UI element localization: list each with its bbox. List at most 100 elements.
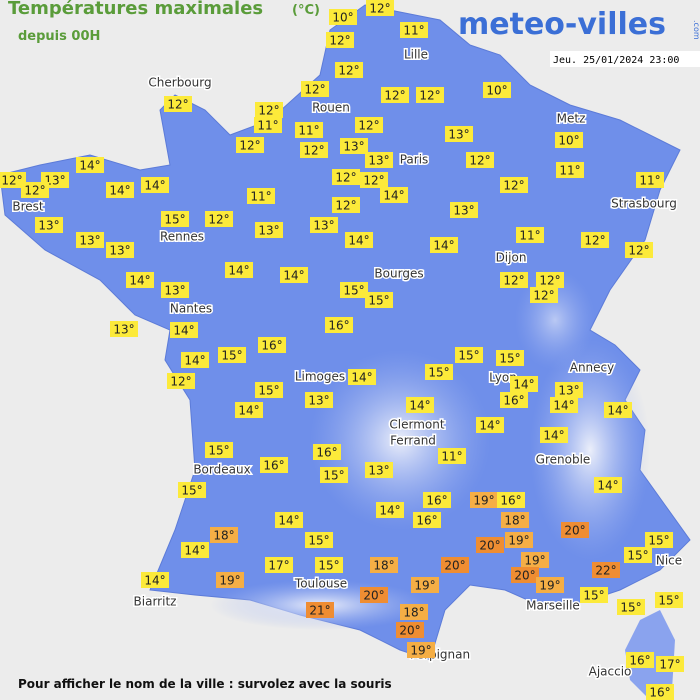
temperature-label: 11° [400,22,428,38]
temperature-text: 14° [173,324,194,338]
temperature-badge [555,382,583,398]
temperature-label: 12° [326,32,354,48]
temperature-label: 13° [76,232,104,248]
temperature-badge [76,232,104,248]
temperature-text: 13° [113,323,134,337]
temperature-label: 15° [218,347,246,363]
temperature-badge [501,512,529,528]
temperature-label: 16° [413,512,441,528]
temperature-badge [236,137,264,153]
temperature-text: 16° [649,686,670,700]
city-name: Ajaccio [589,665,632,679]
logo: meteo-villes [458,7,666,42]
temperature-badge [656,656,684,672]
temperature-label: 13° [35,217,63,233]
temperature-text: 19° [539,579,560,593]
temperature-label: 19° [407,642,435,658]
temperature-label: 10° [555,132,583,148]
temperature-badge [555,132,583,148]
temperature-text: 11° [250,190,271,204]
temperature-text: 19° [508,534,529,548]
temperature-badge [376,502,404,518]
temperature-badge [470,492,498,508]
temperature-label: 12° [205,211,233,227]
temperature-label: 12° [164,96,192,112]
temperature-badge [181,352,209,368]
temperature-badge [301,81,329,97]
city-name: Rouen [312,101,350,115]
temperature-text: 15° [458,349,479,363]
temperature-badge [258,337,286,353]
temperature-label: 15° [315,557,343,573]
temperature-text: 15° [627,549,648,563]
temperature-text: 19° [219,574,240,588]
temperature-text: 13° [368,154,389,168]
temperature-badge [423,492,451,508]
temperature-badge [181,542,209,558]
temperature-label: 16° [500,392,528,408]
temperature-badge [300,142,328,158]
temperature-text: 20° [564,524,585,538]
temperature-text: 13° [38,219,59,233]
temperature-label: 12° [0,172,26,188]
temperature-text: 20° [444,559,465,573]
temperature-label: 12° [625,242,653,258]
temperature-badge [646,684,674,700]
temperature-label: 16° [325,317,353,333]
logo-suffix: .com [692,20,700,40]
city-name: Rennes [160,230,204,244]
temperature-text: 14° [383,189,404,203]
temperature-label: 15° [455,347,483,363]
temperature-text: 11° [519,229,540,243]
temperature-badge [530,287,558,303]
temperature-label: 12° [466,152,494,168]
temperature-text: 18° [373,559,394,573]
temperature-text: 16° [316,446,337,460]
temperature-text: 14° [109,184,130,198]
temperature-label: 14° [141,177,169,193]
city-name: Strasbourg [611,197,677,211]
temperature-label: 14° [540,427,568,443]
footer-note: Pour afficher le nom de la ville : survo… [18,677,392,691]
temperature-label: 12° [167,373,195,389]
temperature-label: 15° [655,592,683,608]
temperature-badge [247,188,275,204]
temperature-label: 11° [438,448,466,464]
temperature-text: 13° [453,204,474,218]
temperature-badge [280,267,308,283]
temperature-text: 14° [238,404,259,418]
temperature-badge [380,187,408,203]
temperature-label: 20° [476,537,504,553]
temperature-badge [500,177,528,193]
temperature-text: 14° [553,399,574,413]
temperature-label: 15° [425,364,453,380]
temperature-label: 11° [247,188,275,204]
temperature-label: 13° [255,222,283,238]
massif-central [310,350,490,530]
temperature-label: 19° [505,532,533,548]
temperature-badge [413,512,441,528]
temperature-label: 12° [255,102,283,118]
temperature-text: 12° [584,234,605,248]
temperature-label: 13° [365,152,393,168]
temperature-label: 15° [624,547,652,563]
temperature-badge [445,126,473,142]
temperature-text: 17° [659,658,680,672]
temperature-badge [254,117,282,133]
temperature-text: 18° [403,606,424,620]
temperature-text: 13° [343,140,364,154]
temperature-label: 12° [536,272,564,288]
temperature-badge [500,272,528,288]
temperature-badge [348,369,376,385]
temperature-badge [170,322,198,338]
temperature-label: 14° [550,397,578,413]
temperature-text: 13° [258,224,279,238]
city-name: Toulouse [294,577,347,591]
temperature-text: 10° [558,134,579,148]
temperature-badge [441,557,469,573]
temperature-badge [76,157,104,173]
temperature-badge [161,282,189,298]
city-name: Bordeaux [193,463,250,477]
temperature-text: 10° [486,84,507,98]
